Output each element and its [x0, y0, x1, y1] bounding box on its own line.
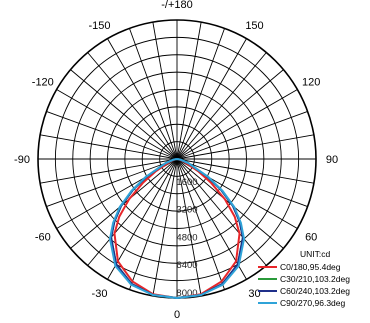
grid-spoke — [176, 69, 284, 160]
series-line — [108, 158, 246, 299]
radial-tick-label: 6400 — [176, 260, 197, 271]
grid-spoke — [176, 22, 202, 160]
grid-spoke — [46, 111, 178, 160]
angle-tick-label: -150 — [88, 20, 110, 32]
angle-tick-label: -120 — [32, 77, 54, 89]
angle-tick-label: 150 — [245, 20, 263, 32]
radial-tick-label: 3200 — [176, 205, 197, 216]
grid-spoke — [40, 134, 178, 160]
grid-spoke — [176, 158, 247, 280]
grid-spoke — [176, 28, 225, 160]
angle-tick-label: -90 — [14, 154, 30, 166]
radial-tick-label: 8000 — [176, 288, 197, 299]
grid-spoke — [40, 158, 178, 184]
grid-spoke — [87, 52, 178, 160]
grid-spoke — [176, 111, 308, 160]
grid-spoke — [176, 89, 298, 160]
grid-spoke — [176, 134, 314, 160]
polar-grid — [37, 19, 317, 299]
grid-spoke — [176, 158, 202, 296]
grid-spoke — [152, 158, 178, 296]
grid-spoke — [129, 158, 178, 290]
grid-spoke — [176, 158, 225, 290]
grid-spoke — [56, 89, 178, 160]
grid-spoke — [107, 158, 178, 280]
grid-spoke — [152, 22, 178, 160]
legend-label: C30/210,103.2deg — [280, 274, 350, 284]
grid-spoke — [70, 69, 178, 160]
grid-spoke — [176, 158, 308, 207]
radial-tick-label: 4800 — [176, 232, 197, 243]
angle-tick-label: -/+180 — [161, 0, 193, 11]
unit-label: UNIT:cd — [300, 249, 331, 259]
intensity-curves — [108, 158, 246, 299]
grid-spoke — [176, 52, 267, 160]
grid-spoke — [176, 158, 267, 266]
angle-tick-label: 90 — [326, 154, 338, 166]
legend-label: C60/240,103.2deg — [280, 286, 350, 296]
angle-tick-label: 120 — [302, 77, 320, 89]
legend-label: C90/270,96.3deg — [280, 298, 345, 308]
grid-spoke — [129, 28, 178, 160]
grid-spoke — [176, 158, 314, 184]
angle-tick-label: -30 — [92, 288, 108, 300]
grid-spoke — [176, 38, 247, 160]
angle-tick-label: 30 — [248, 288, 260, 300]
grid-spoke — [87, 158, 178, 266]
grid-spoke — [107, 38, 178, 160]
angle-tick-labels: 0 30 60 90 120 150 -/+180 -150 -120 -90 -60 -30 — [14, 0, 338, 321]
radial-tick-labels: 1600 3200 4800 6400 8000 — [176, 177, 197, 299]
grid-spoke — [46, 158, 178, 207]
legend-label: C0/180,95.4deg — [280, 262, 341, 272]
angle-tick-label: 60 — [305, 232, 317, 244]
radial-tick-label: 1600 — [176, 177, 197, 188]
angle-tick-label: -60 — [35, 232, 51, 244]
legend: UNIT:cd C0/180,95.4deg C30/210,103.2deg C6… — [258, 249, 350, 308]
angle-tick-label: 0 — [174, 309, 180, 321]
